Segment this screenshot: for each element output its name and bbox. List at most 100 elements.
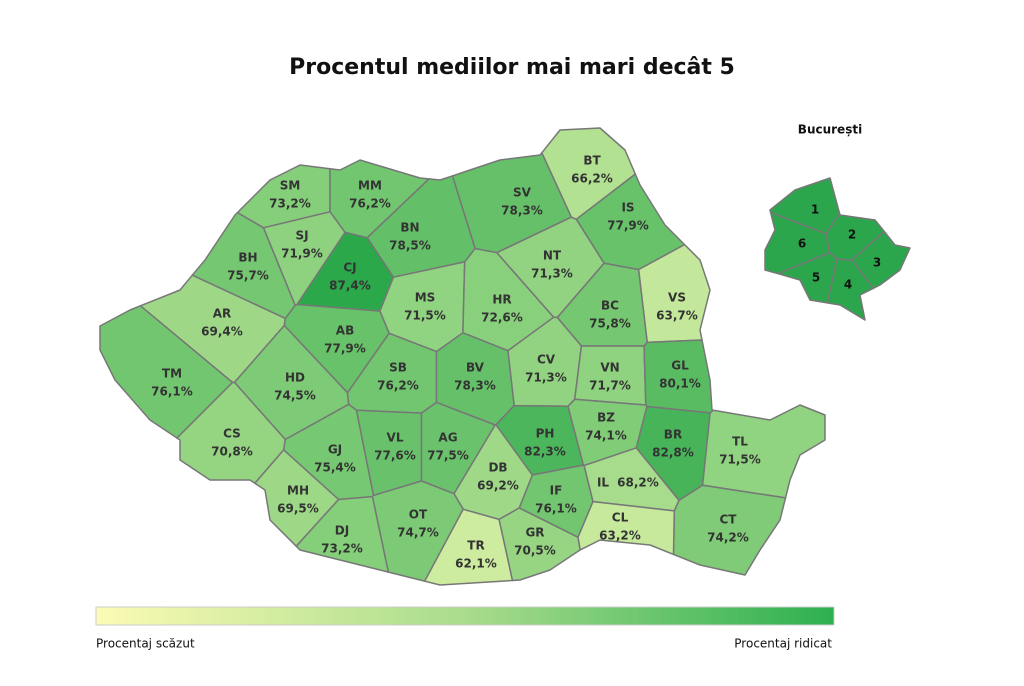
county-code: BH	[238, 251, 257, 265]
county-code: DJ	[335, 524, 349, 538]
county-value: 76,2%	[377, 379, 419, 393]
county-value: 76,2%	[349, 197, 391, 211]
county-value: 76,1%	[151, 385, 193, 399]
county-value: 77,5%	[427, 449, 469, 463]
sector-label: 4	[844, 278, 852, 292]
county-code: CS	[223, 427, 241, 441]
county-value: 63,2%	[599, 529, 641, 543]
county-value: 63,7%	[656, 309, 698, 323]
county-code: BC	[601, 299, 619, 313]
county-value: 66,2%	[571, 172, 613, 186]
county-value: 78,5%	[389, 239, 431, 253]
county-value: 71,5%	[719, 453, 761, 467]
county-value: 71,5%	[404, 309, 446, 323]
county-code: MS	[415, 291, 436, 305]
county-value: 76,1%	[535, 502, 577, 516]
county-code: IF	[550, 484, 563, 498]
county-code: AR	[213, 307, 232, 321]
county-code: VS	[668, 291, 686, 305]
county-region	[672, 484, 787, 576]
county-value: 69,4%	[201, 325, 243, 339]
county-value: 87,4%	[329, 279, 371, 293]
county-code: TR	[467, 539, 484, 553]
county-region	[295, 495, 390, 573]
county-code: IS	[621, 201, 634, 215]
county-value: 71,7%	[589, 379, 631, 393]
county-code: PH	[536, 427, 555, 441]
county-value: 75,4%	[314, 461, 356, 475]
county-value: 78,3%	[501, 204, 543, 218]
inset-title: București	[798, 123, 862, 137]
sector-region	[826, 258, 875, 321]
county-value: 68,2%	[617, 476, 659, 490]
county-code: MH	[287, 484, 309, 498]
county-value: 82,3%	[524, 445, 566, 459]
sector-label: 5	[812, 271, 820, 285]
county-value: 71,3%	[525, 371, 567, 385]
county-value: 78,3%	[454, 379, 496, 393]
county-code: IL	[597, 476, 609, 490]
county-code: SV	[513, 186, 532, 200]
county-code: VN	[600, 361, 619, 375]
legend-low: Procentaj scăzut	[96, 637, 195, 651]
county-code: SB	[389, 361, 407, 375]
county-value: 82,8%	[652, 446, 694, 460]
county-value: 74,7%	[397, 526, 439, 540]
county-code: OT	[409, 508, 428, 522]
county-value: 74,2%	[707, 531, 749, 545]
county-value: 71,9%	[281, 247, 323, 261]
county-value: 75,8%	[589, 317, 631, 331]
county-value: 69,5%	[277, 502, 319, 516]
county-code: BT	[583, 154, 601, 168]
county-code: DB	[488, 461, 507, 475]
sector-label: 3	[873, 256, 881, 270]
county-value: 77,6%	[374, 449, 416, 463]
county-code: BN	[400, 221, 419, 235]
county-value: 77,9%	[607, 219, 649, 233]
county-value: 71,3%	[531, 267, 573, 281]
county-code: AB	[336, 324, 354, 338]
county-code: SJ	[295, 229, 308, 243]
county-code: NT	[543, 249, 562, 263]
county-code: CL	[612, 511, 629, 525]
county-code: VL	[387, 431, 404, 445]
county-value: 77,9%	[324, 342, 366, 356]
county-value: 74,1%	[585, 429, 627, 443]
county-code: HD	[285, 371, 305, 385]
county-region	[573, 345, 647, 406]
county-value: 75,7%	[227, 269, 269, 283]
county-value: 62,1%	[455, 557, 497, 571]
county-code: BR	[664, 428, 682, 442]
county-value: 70,8%	[211, 445, 253, 459]
county-code: SM	[280, 179, 301, 193]
county-code: GJ	[328, 443, 342, 457]
map-title: Procentul mediilor mai mari decât 5	[289, 55, 735, 80]
county-value: 74,5%	[274, 389, 316, 403]
county-region	[701, 404, 826, 499]
county-code: AG	[438, 431, 457, 445]
county-code: CV	[537, 353, 556, 367]
county-code: BV	[466, 361, 485, 375]
county-value: 70,5%	[514, 544, 556, 558]
county-code: TL	[732, 435, 748, 449]
county-value: 69,2%	[477, 479, 519, 493]
sector-region	[764, 211, 831, 275]
county-region	[371, 480, 464, 582]
sector-label: 2	[848, 228, 856, 242]
county-code: CJ	[343, 261, 356, 275]
county-region	[577, 500, 676, 556]
county-code: TM	[162, 367, 182, 381]
county-code: GL	[671, 359, 689, 373]
legend-bar	[95, 606, 835, 626]
county-code: MM	[358, 179, 382, 193]
county-code: CT	[720, 513, 738, 527]
county-code: BZ	[597, 411, 615, 425]
county-code: GR	[525, 526, 544, 540]
sector-label: 6	[798, 237, 806, 251]
county-value: 72,6%	[481, 311, 523, 325]
county-value: 73,2%	[269, 197, 311, 211]
legend-high: Procentaj ridicat	[734, 637, 832, 651]
county-value: 80,1%	[659, 377, 701, 391]
sector-label: 1	[811, 203, 819, 217]
